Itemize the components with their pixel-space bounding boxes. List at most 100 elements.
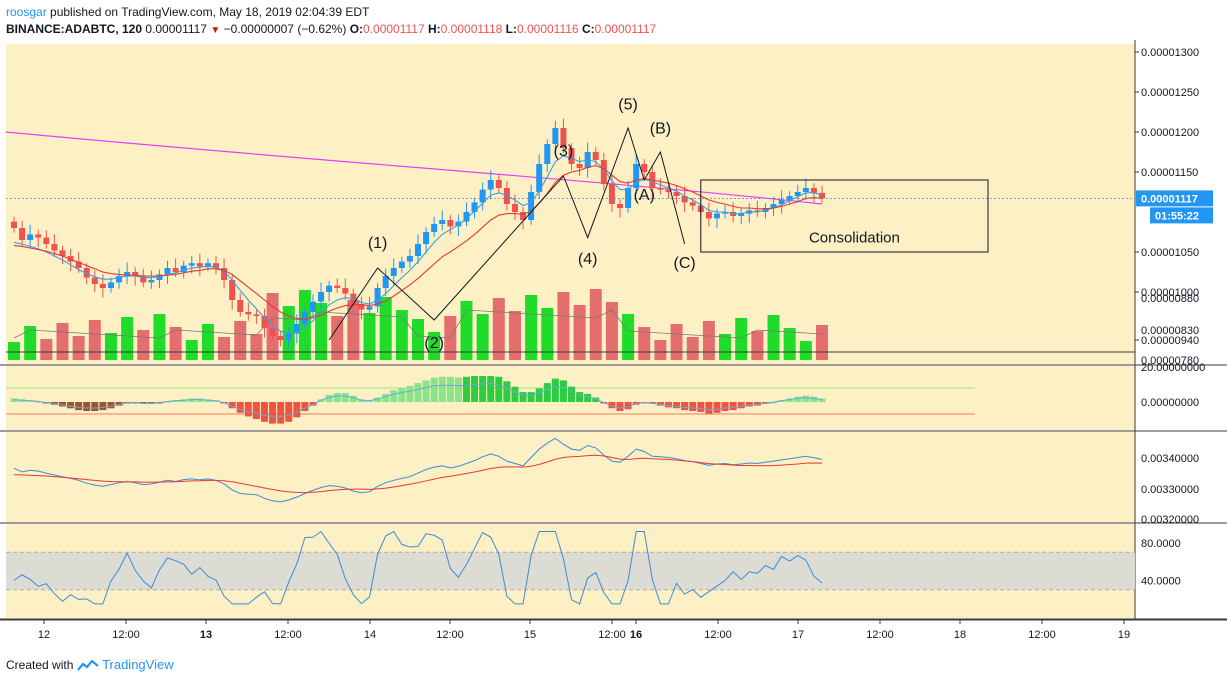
volume-bar (315, 303, 328, 360)
candle-body (188, 263, 195, 266)
high-label: H: (428, 22, 441, 36)
macd-histogram-bar (325, 394, 333, 402)
time-tick-label: 19 (1118, 629, 1130, 641)
price-tick-label: 0.00001050 (1141, 247, 1199, 259)
macd-histogram-bar (471, 376, 479, 402)
macd-histogram-bar (616, 402, 624, 411)
wave-label: (3) (554, 143, 574, 160)
tradingview-brand[interactable]: TradingView (102, 657, 174, 672)
candle-body (568, 148, 575, 164)
candle-body (334, 285, 341, 288)
candle-body (91, 277, 98, 284)
macd-histogram-bar (786, 398, 794, 402)
volume-bar (88, 320, 101, 360)
time-tick-label: 17 (792, 629, 804, 641)
macd-histogram-bar (454, 377, 462, 402)
price-tick-label: 0.00001200 (1141, 127, 1199, 139)
macd-histogram-bar (673, 402, 681, 409)
candle-body (600, 160, 607, 184)
volume-bar (767, 315, 780, 360)
macd-histogram-bar (503, 381, 511, 402)
macd-histogram-bar (705, 402, 713, 414)
volume-bar (751, 331, 764, 360)
macd-histogram-bar (568, 386, 576, 402)
candle-body (318, 292, 325, 302)
volume-bar (250, 334, 263, 360)
close-value: 0.00001117 (594, 22, 657, 36)
candle-body (487, 180, 494, 190)
candle-body (406, 256, 413, 262)
volume-bar (492, 298, 505, 360)
macd-histogram-bar (770, 402, 778, 404)
macd-histogram-bar (446, 376, 454, 402)
candle-body (285, 333, 292, 340)
macd-histogram-bar (293, 402, 301, 418)
candle-body (431, 224, 438, 232)
candle-body (520, 212, 527, 220)
macd-histogram-bar (75, 402, 83, 411)
candle-body (439, 220, 446, 224)
candle-body (229, 280, 236, 300)
macd-histogram-bar (543, 383, 551, 402)
volume-bar (56, 323, 69, 360)
symbol-label: BINANCE:ADABTC, 120 (6, 22, 143, 36)
macd-histogram-bar (414, 383, 422, 402)
candle-body (293, 324, 300, 334)
candle-body (213, 263, 219, 268)
macd-histogram-bar (374, 397, 382, 402)
volume-bar (589, 289, 602, 360)
volume-bar (686, 337, 699, 360)
candle-body (342, 288, 349, 294)
macd-histogram-bar (67, 402, 75, 409)
candle-body (423, 232, 430, 244)
candle-body (681, 196, 688, 203)
candle-body (544, 144, 551, 164)
low-label: L: (505, 22, 517, 36)
volume-bar (72, 336, 85, 360)
time-tick-label: 16 (630, 629, 642, 641)
macd-histogram-bar (285, 402, 293, 422)
macd-histogram-bar (99, 402, 107, 411)
volume-bar (799, 341, 812, 360)
macd-tick-label: 0.00000000 (1141, 397, 1199, 409)
rsi-slow-line (13, 454, 823, 494)
candle-body (705, 212, 712, 219)
candle-body (810, 188, 817, 193)
macd-histogram-bar (188, 398, 196, 402)
candle-body (75, 261, 82, 268)
macd-histogram-bar (349, 395, 357, 402)
candle-body (196, 263, 203, 267)
candle-body (576, 164, 583, 168)
volume-bar (573, 305, 586, 360)
wave-label: (1) (368, 235, 388, 252)
ma-long-line (5, 131, 823, 205)
macd-histogram-bar (107, 402, 115, 409)
candle-body (770, 204, 777, 208)
candle-body (608, 184, 615, 204)
price-tick-label: 0.00001250 (1141, 87, 1199, 99)
volume-bar (525, 295, 538, 360)
macd-histogram-bar (794, 396, 802, 402)
candle-body (116, 276, 123, 283)
candle-body (455, 221, 462, 227)
macd-histogram-bar (608, 402, 616, 409)
price-chart[interactable]: (1) (2) (3) (4) (5) (A) (B) (C) Consolidation 0.… (0, 40, 1227, 650)
macd-line (13, 382, 823, 417)
volume-bar (541, 308, 554, 360)
author-name[interactable]: roosgar (6, 5, 47, 19)
volume-bar (201, 324, 214, 360)
candle-body (689, 202, 696, 206)
candle-body (463, 212, 470, 222)
price-tick-label: 0.00001000 (1141, 287, 1199, 299)
volume-bar (508, 311, 521, 360)
volume-bar (702, 321, 715, 360)
macd-histogram-bar (438, 376, 446, 402)
candle-body (633, 164, 640, 188)
candle-body (172, 268, 179, 272)
countdown-tag-label: 01:55:22 (1155, 210, 1199, 222)
candle-body (471, 202, 478, 212)
time-tick-label: 14 (364, 629, 376, 641)
candle-body (35, 234, 42, 238)
last-price-tag-label: 0.00001117 (1141, 193, 1198, 205)
candle-body (617, 204, 623, 208)
